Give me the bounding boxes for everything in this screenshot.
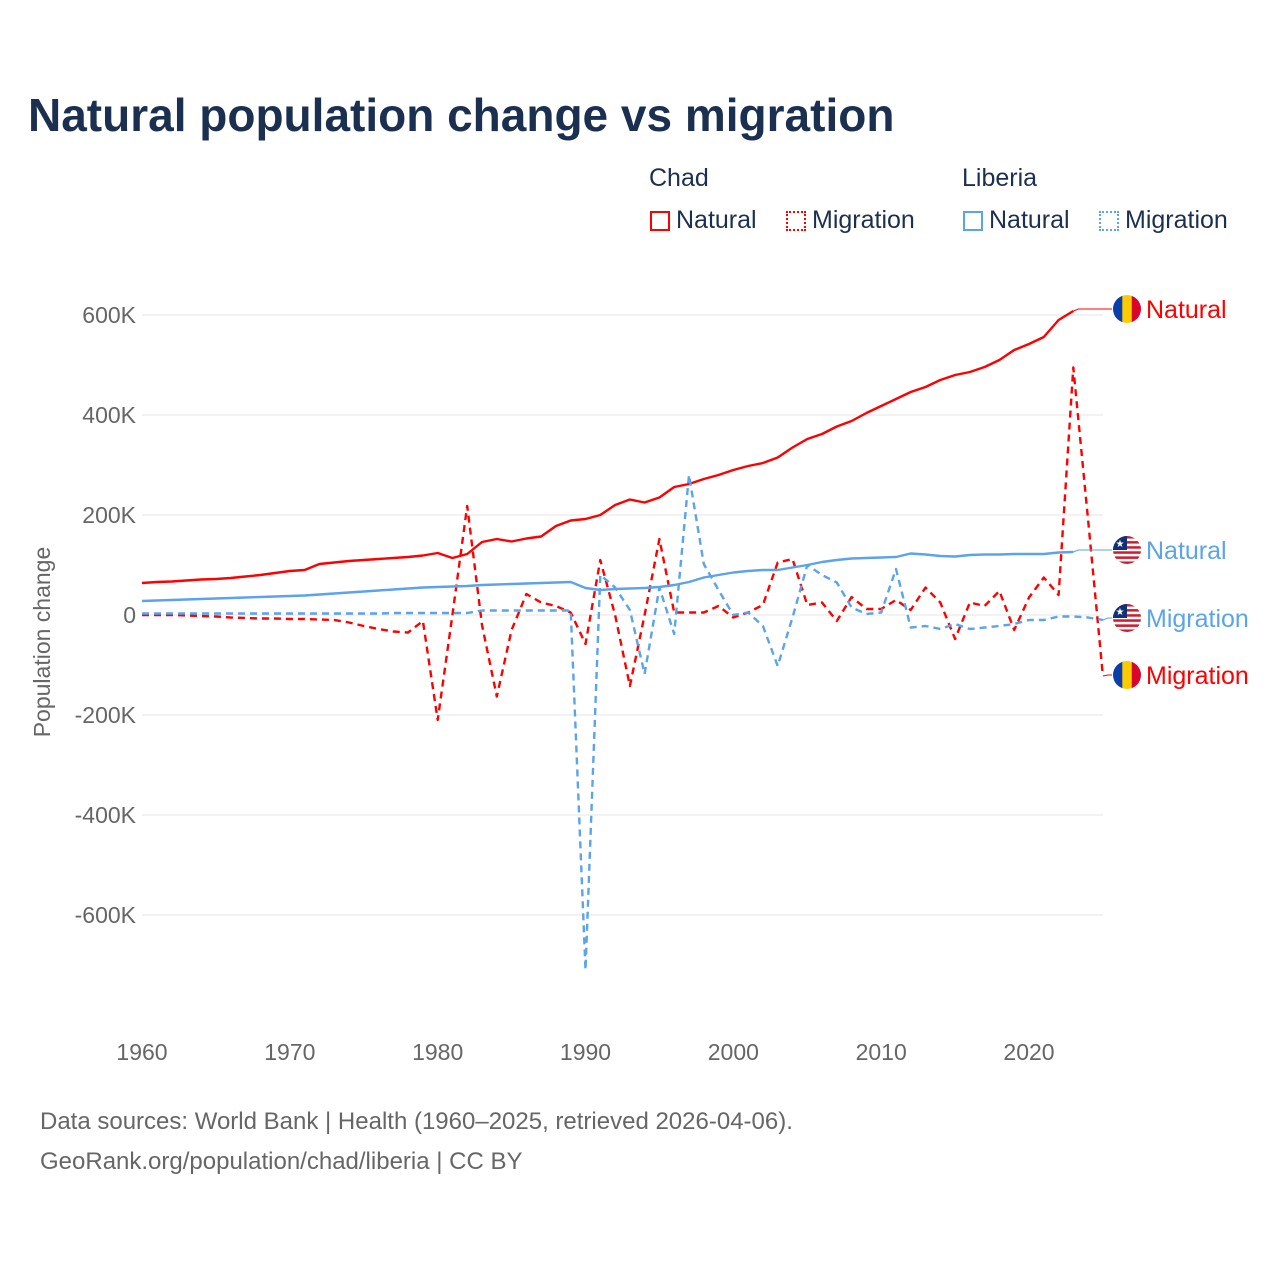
dotted-line-swatch-icon (786, 210, 806, 231)
solid-line-swatch-icon (650, 210, 670, 231)
y-tick-label: -400K (75, 802, 137, 828)
label-connector (1073, 549, 1112, 553)
legend-label: Migration (812, 206, 915, 234)
y-axis-label: Population change (29, 547, 55, 738)
liberia-migration-line (142, 473, 1104, 972)
label-connector (1073, 308, 1112, 312)
liberia-migration-end-label: Migration (1146, 605, 1249, 633)
footer-sources: Data sources: World Bank | Health (1960–… (40, 1108, 793, 1135)
chad-natural-end-label: Natural (1146, 296, 1227, 324)
x-tick-label: 1980 (412, 1039, 463, 1065)
x-tick-label: 2010 (856, 1039, 907, 1065)
y-tick-label: 0 (123, 602, 136, 628)
plot-area: 600K 400K 200K 0 -200K -400K -600K 1960 1970 1980… (29, 295, 1249, 1065)
x-tick-label: 1960 (116, 1039, 167, 1065)
label-connector (1102, 674, 1112, 677)
y-tick-label: 600K (82, 302, 136, 328)
legend-liberia-migration[interactable]: Migration (1099, 206, 1228, 235)
legend-label: Natural (989, 206, 1070, 234)
x-tick-label: 2000 (708, 1039, 759, 1065)
legend-label: Natural (676, 206, 757, 234)
x-tick-label: 1970 (264, 1039, 315, 1065)
liberia-natural-line (141, 550, 1074, 603)
legend-liberia-natural[interactable]: Natural (963, 206, 1070, 235)
footer-attribution: GeoRank.org/population/chad/liberia | CC… (40, 1148, 523, 1175)
legend-label: Migration (1125, 206, 1228, 234)
svg-text:★: ★ (1116, 607, 1125, 618)
legend-chad-natural[interactable]: Natural (650, 206, 757, 235)
x-tick-label: 1990 (560, 1039, 611, 1065)
y-tick-label: 400K (82, 402, 136, 428)
chad-flag-icon (1113, 661, 1141, 689)
legend-group-chad: Chad (649, 164, 709, 192)
solid-line-swatch-icon (963, 210, 983, 231)
chad-migration-line (142, 366, 1105, 722)
chart-title: Natural population change vs migration (28, 89, 895, 141)
chad-flag-icon (1113, 295, 1141, 323)
x-tick-label: 2020 (1003, 1039, 1054, 1065)
chad-natural-line (141, 309, 1074, 585)
y-tick-label: 200K (82, 502, 136, 528)
liberia-flag-icon: ★ (1113, 536, 1141, 564)
dotted-line-swatch-icon (1099, 210, 1119, 231)
legend-chad-migration[interactable]: Migration (786, 206, 915, 235)
y-tick-label: -200K (75, 702, 137, 728)
y-tick-label: -600K (75, 902, 137, 928)
legend-group-liberia: Liberia (962, 164, 1038, 192)
label-connector (1102, 617, 1112, 621)
chad-migration-end-label: Migration (1146, 662, 1249, 690)
svg-text:★: ★ (1116, 539, 1125, 550)
liberia-flag-icon: ★ (1113, 604, 1141, 632)
liberia-natural-end-label: Natural (1146, 537, 1227, 565)
